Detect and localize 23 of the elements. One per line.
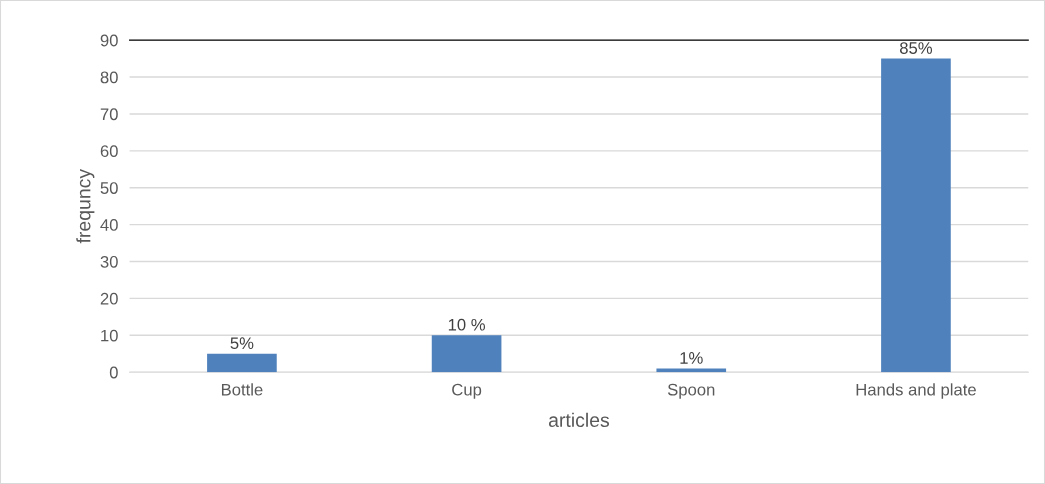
bar	[207, 353, 277, 373]
y-tick-label: 30	[100, 255, 118, 268]
x-tick-label: Hands and plate	[856, 383, 976, 399]
y-tick-label: 0	[109, 366, 118, 379]
y-axis-title: frequncy	[76, 168, 95, 244]
x-axis-title: articles	[548, 412, 610, 428]
y-tick-label: 10	[101, 329, 118, 342]
data-label: 85%	[899, 42, 933, 54]
y-tick-label: 70	[100, 108, 118, 121]
y-tick-label: 40	[100, 219, 118, 231]
data-label: 1%	[680, 352, 703, 364]
y-tick-label: 60	[100, 145, 118, 158]
x-tick-label: Spoon	[667, 383, 715, 399]
y-tick-label: 50	[100, 182, 118, 194]
data-label: 10 %	[448, 318, 485, 331]
x-tick-label: Cup	[452, 383, 482, 399]
data-label: 5%	[230, 337, 254, 350]
y-tick-label: 90	[100, 34, 118, 47]
bar	[881, 58, 951, 373]
bar	[431, 335, 502, 373]
y-tick-label: 80	[100, 71, 118, 84]
x-tick-label: Bottle	[221, 383, 263, 396]
y-tick-label: 20	[100, 292, 118, 305]
